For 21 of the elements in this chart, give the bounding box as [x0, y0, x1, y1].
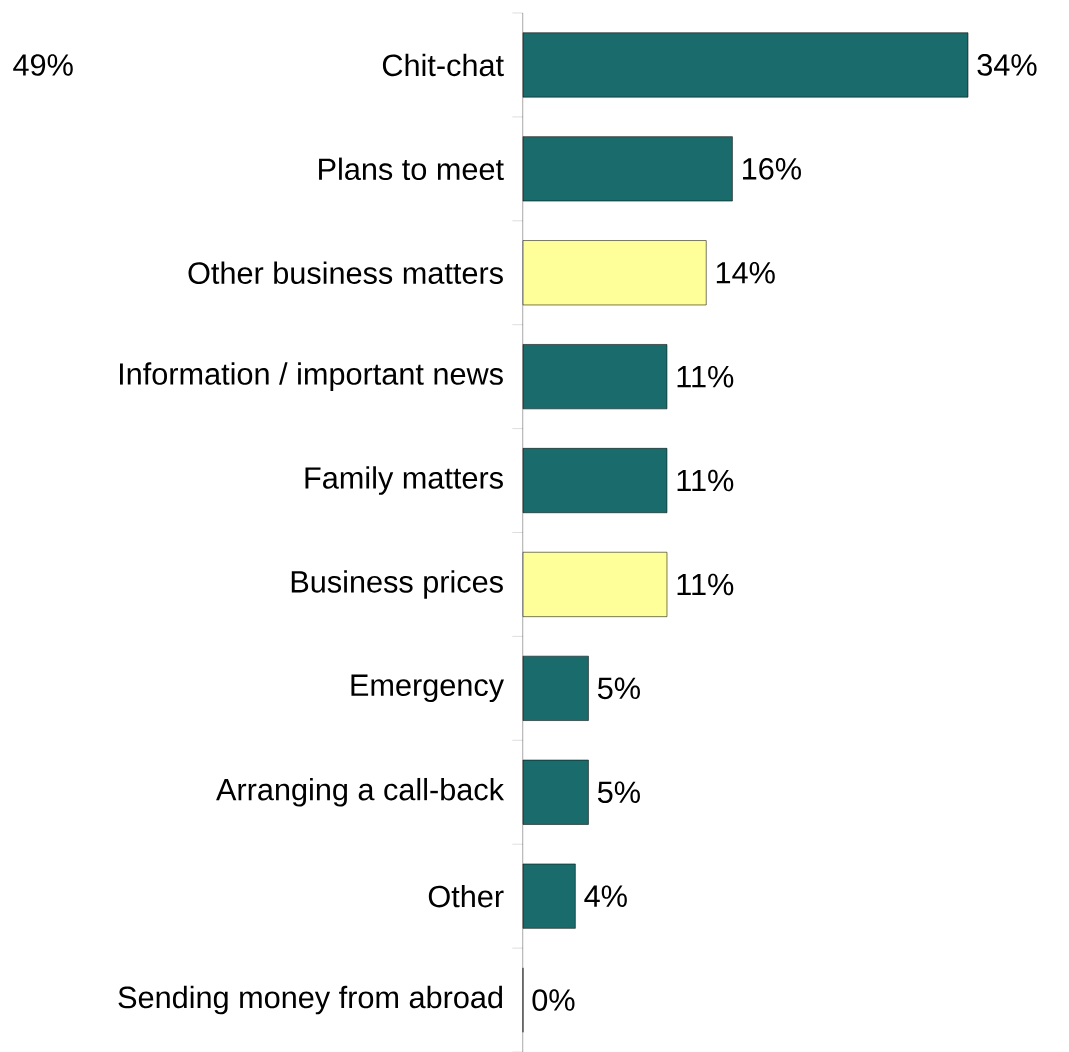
- y-tick-label: Emergency: [351, 674, 504, 703]
- data-label: 11%: [677, 365, 734, 388]
- y-tick-label: Family matters: [305, 466, 503, 495]
- data-label: 11%: [677, 573, 734, 596]
- data-label: 14%: [716, 262, 775, 284]
- y-tick-label: Chit-chat: [382, 53, 504, 77]
- y-tick-label: Sending money from abroad: [118, 985, 503, 1015]
- data-label: 16%: [743, 157, 801, 180]
- data-label: 4%: [584, 885, 627, 907]
- text: 49%: [13, 54, 73, 76]
- y-tick-label: Plans to meet: [319, 157, 504, 181]
- y-tick-label: Business prices: [291, 570, 503, 599]
- data-label: 0%: [532, 989, 575, 1011]
- y-tick-label: Information / important news: [119, 362, 503, 391]
- y-tick-label: Other business matters: [188, 261, 503, 284]
- y-tick-label: Other: [428, 884, 504, 908]
- data-label: 5%: [597, 781, 640, 804]
- data-label: 11%: [677, 469, 734, 492]
- y-tick-label: Arranging a call-back: [216, 777, 505, 807]
- data-label: 34%: [977, 54, 1037, 76]
- data-label: 5%: [597, 677, 640, 700]
